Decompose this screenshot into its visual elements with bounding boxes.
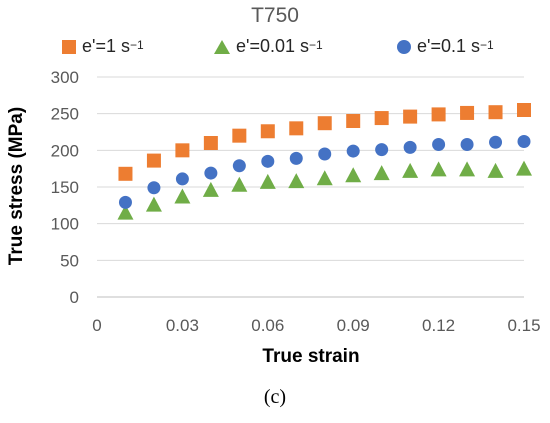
data-point-series-2	[231, 176, 248, 192]
x-tick-label: 0.03	[166, 316, 199, 335]
legend-marker-square	[62, 39, 76, 54]
data-point-series-3	[318, 147, 332, 161]
y-tick-label: 150	[51, 178, 79, 197]
data-point-series-1	[146, 153, 161, 168]
data-points	[117, 103, 532, 220]
data-point-series-2	[202, 181, 219, 197]
data-point-series-3	[261, 154, 275, 168]
x-tick-label: 0.09	[337, 316, 370, 335]
legend-superscript-series-2: −1	[309, 37, 323, 52]
x-tick-label: 0.15	[507, 316, 540, 335]
data-point-series-2	[459, 161, 476, 177]
data-point-series-3	[204, 166, 218, 180]
data-point-series-2	[402, 162, 419, 178]
legend-item-series-3: e'=0.1 s −1	[397, 36, 494, 57]
legend-item-series-1: e'=1 s −1	[62, 36, 144, 57]
y-tick-label: 300	[51, 68, 79, 87]
y-axis-label: True stress (MPa)	[6, 107, 27, 265]
y-tick-label: 100	[51, 215, 79, 234]
data-point-series-3	[489, 135, 503, 149]
legend-marker-triangle	[214, 39, 230, 54]
y-tick-label: 0	[70, 288, 79, 307]
legend-marker-circle	[397, 39, 411, 54]
data-point-series-3	[118, 195, 132, 209]
data-point-series-3	[375, 143, 389, 157]
data-point-series-2	[117, 204, 134, 220]
data-point-series-2	[345, 167, 362, 183]
x-tick-label: 0.06	[251, 316, 284, 335]
data-point-series-1	[460, 105, 475, 120]
x-axis-label: True strain	[262, 346, 359, 367]
data-point-series-3	[147, 181, 161, 195]
data-point-series-3	[346, 144, 360, 158]
x-tick-label: 0	[92, 316, 101, 335]
data-point-series-2	[174, 188, 191, 204]
y-tick-label: 50	[60, 251, 79, 270]
legend-label-series-3: e'=0.1 s	[417, 36, 480, 56]
y-tick-label: 250	[51, 105, 79, 124]
y-tick-label: 200	[51, 141, 79, 160]
data-point-series-3	[517, 135, 531, 149]
data-point-series-2	[259, 173, 276, 189]
data-point-series-2	[373, 165, 390, 181]
data-point-series-1	[403, 109, 418, 124]
data-point-series-3	[460, 137, 474, 151]
legend-label-series-2: e'=0.01 s	[236, 36, 309, 56]
data-point-series-2	[487, 162, 504, 178]
data-point-series-3	[403, 140, 417, 154]
data-point-series-3	[175, 172, 189, 186]
gridlines	[97, 76, 524, 298]
tick-labels: 0 50 100 150 200 250 300 0 0.03 0.06 0.09 0.12 0.15	[51, 68, 541, 335]
data-point-series-1	[203, 136, 218, 150]
chart-title: T750	[251, 4, 299, 27]
data-point-series-1	[175, 143, 190, 158]
legend-superscript-series-1: −1	[129, 37, 144, 52]
data-point-series-1	[260, 124, 275, 139]
data-point-series-3	[432, 137, 446, 151]
data-point-series-2	[430, 161, 447, 177]
chart-legend: e'=1 s −1 e'=0.01 s −1 e'=0.1 s −1	[0, 36, 550, 60]
legend-item-series-2: e'=0.01 s −1	[214, 36, 323, 57]
legend-superscript-series-3: −1	[479, 37, 494, 52]
data-point-series-3	[232, 159, 246, 173]
data-point-series-2	[316, 170, 333, 186]
data-point-series-3	[289, 151, 303, 165]
data-point-series-2	[145, 196, 162, 212]
data-point-series-1	[289, 121, 304, 136]
data-point-series-1	[374, 111, 389, 126]
data-point-series-2	[288, 173, 305, 189]
data-point-series-1	[317, 116, 332, 131]
figure-caption: (c)	[263, 386, 287, 408]
data-point-series-1	[517, 103, 531, 117]
data-point-series-2	[516, 160, 532, 176]
data-point-series-1	[232, 128, 247, 143]
data-point-series-1	[118, 166, 133, 181]
x-tick-label: 0.12	[422, 316, 455, 335]
data-point-series-1	[346, 114, 361, 128]
data-point-series-1	[431, 107, 446, 122]
legend-label-series-1: e'=1 s	[82, 36, 130, 56]
data-point-series-1	[488, 105, 503, 120]
